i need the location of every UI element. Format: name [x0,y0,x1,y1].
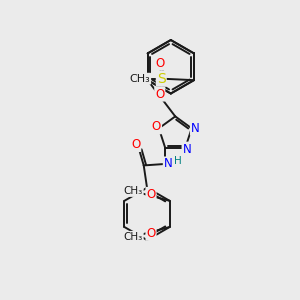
Text: N: N [182,142,191,156]
Text: H: H [174,156,182,166]
Text: S: S [157,72,166,86]
Text: CH₃: CH₃ [124,232,143,242]
Text: O: O [155,88,164,100]
Text: O: O [155,57,164,70]
Text: O: O [146,227,156,240]
Text: CH₃: CH₃ [124,186,143,196]
Text: O: O [152,120,161,133]
Text: N: N [191,122,200,135]
Text: CH₃: CH₃ [130,74,150,84]
Text: N: N [164,158,172,170]
Text: O: O [146,188,156,201]
Text: O: O [131,138,140,151]
